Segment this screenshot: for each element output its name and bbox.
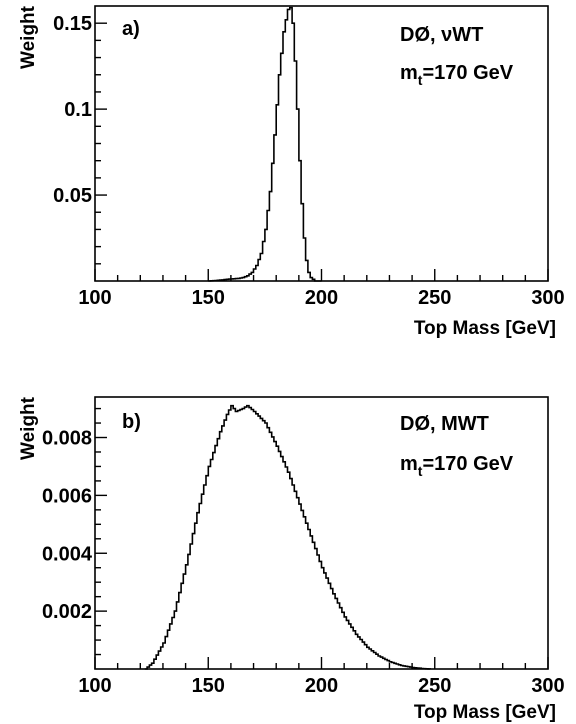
major-ticks [94,22,549,281]
histogram-line [208,6,322,282]
y-tick-label: 0.1 [64,99,92,121]
x-tick-label: 200 [305,287,338,309]
annotation-detector: DØ, MWT [400,413,489,435]
x-axis-label: Top Mass [GeV] [414,702,556,723]
annotation-mass-rest: =170 GeV [422,453,513,475]
y-axis-label: Weight [18,396,39,460]
y-tick-label: 0.004 [42,543,93,565]
x-tick-label: 100 [78,675,111,697]
minor-ticks [95,39,527,281]
y-tick-label: 0.05 [53,185,92,207]
major-ticks [94,436,549,669]
panel-label: a) [122,18,140,40]
annotation-mass-main: m [400,453,418,475]
y-axis-label: Weight [18,5,39,69]
plot-frame [94,396,549,670]
annotation-detector: DØ, νWT [400,24,483,46]
x-tick-label: 150 [192,287,225,309]
annotation-mass-sub: t [418,72,423,88]
y-tick-label: 0.008 [42,428,92,450]
x-tick-label: 150 [192,675,225,697]
minor-ticks [95,407,527,669]
tick-labels: 100 150 200 250 300 0.002 0.004 0.006 0.008 [42,428,565,697]
x-tick-label: 100 [78,287,111,309]
x-tick-label: 200 [305,675,338,697]
annotation-mass: mt=170 GeV [400,453,514,479]
annotation-mass-main: m [400,62,418,84]
annotation-mass-sub: t [418,463,423,479]
y-tick-label: 0.006 [42,485,92,507]
x-tick-label: 250 [418,675,451,697]
y-tick-label: 0.002 [42,601,92,623]
x-tick-label: 300 [531,675,564,697]
annotation-mass-rest: =170 GeV [422,62,513,84]
tick-labels: 100 150 200 250 300 0.05 0.1 0.15 [53,13,565,309]
panel-b: b) DØ, MWT mt=170 GeV Weight Top Mass [G… [18,396,565,723]
x-tick-label: 300 [531,287,564,309]
y-tick-label: 0.15 [53,13,92,35]
x-axis-label: Top Mass [GeV] [414,318,556,339]
panel-label: b) [122,411,141,433]
annotation-mass: mt=170 GeV [400,62,514,88]
plot-frame [94,5,549,282]
x-tick-label: 250 [418,287,451,309]
panel-a: a) DØ, νWT mt=170 GeV Weight Top Mass [G… [18,5,565,339]
histogram-line [144,404,431,670]
